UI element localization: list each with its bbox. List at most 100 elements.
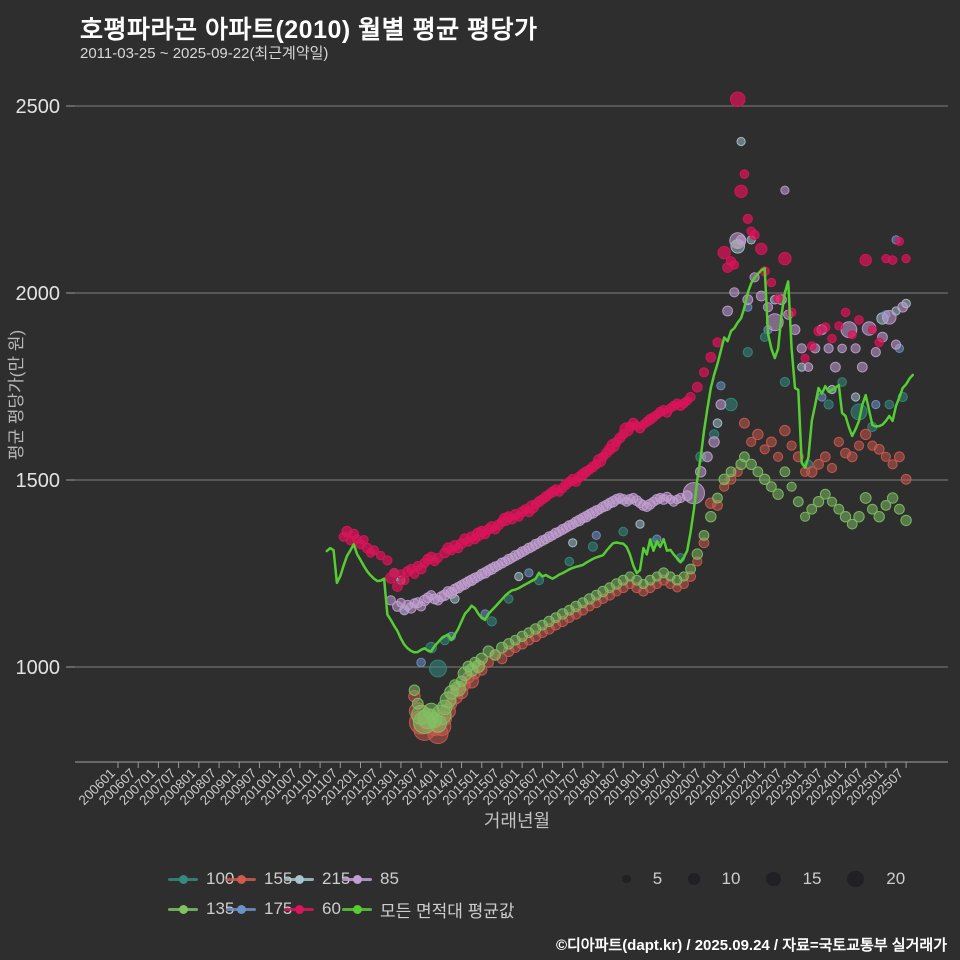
data-point-60[interactable]	[773, 293, 783, 304]
data-point-175[interactable]	[716, 381, 726, 391]
data-point-135[interactable]	[800, 511, 811, 522]
data-point-135[interactable]	[853, 511, 865, 523]
data-point-155[interactable]	[786, 440, 797, 451]
data-point-135[interactable]	[792, 496, 804, 508]
data-point-155[interactable]	[900, 473, 912, 485]
data-point-100[interactable]	[429, 659, 447, 678]
data-point-85[interactable]	[803, 362, 814, 372]
data-point-100[interactable]	[837, 377, 847, 387]
data-point-60[interactable]	[698, 367, 710, 378]
data-point-135[interactable]	[900, 514, 912, 527]
data-point-85[interactable]	[796, 343, 807, 354]
data-point-60[interactable]	[901, 254, 911, 264]
data-point-155[interactable]	[773, 451, 784, 462]
data-point-215[interactable]	[514, 571, 524, 582]
data-point-155[interactable]	[752, 428, 764, 441]
data-point-175[interactable]	[591, 530, 601, 541]
data-point-155[interactable]	[880, 451, 892, 462]
data-point-100[interactable]	[564, 556, 575, 567]
data-point-135[interactable]	[739, 451, 750, 463]
data-point-60[interactable]	[712, 337, 723, 348]
data-point-60[interactable]	[778, 251, 792, 266]
data-point-135[interactable]	[759, 473, 771, 485]
data-point-85[interactable]	[715, 399, 727, 410]
data-point-135[interactable]	[894, 503, 905, 515]
legend-item-135[interactable]: 135	[168, 899, 234, 919]
data-point-60[interactable]	[766, 277, 777, 288]
data-point-135[interactable]	[752, 466, 764, 478]
data-point-135[interactable]	[766, 481, 777, 493]
data-point-215[interactable]	[712, 418, 723, 429]
data-point-215[interactable]	[851, 392, 861, 402]
data-point-100[interactable]	[503, 594, 514, 604]
data-point-135[interactable]	[880, 500, 892, 511]
data-point-135[interactable]	[859, 492, 872, 504]
data-point-60[interactable]	[840, 307, 851, 318]
data-point-135[interactable]	[725, 466, 737, 478]
data-point-60[interactable]	[742, 213, 753, 224]
legend-item-215[interactable]: 215	[284, 869, 350, 889]
data-point-135[interactable]	[408, 684, 421, 696]
data-point-100[interactable]	[823, 399, 834, 410]
data-point-135[interactable]	[712, 492, 723, 504]
data-point-135[interactable]	[705, 511, 717, 523]
data-point-175[interactable]	[524, 568, 534, 578]
data-point-135[interactable]	[685, 563, 696, 575]
data-point-135[interactable]	[846, 518, 858, 530]
data-point-60[interactable]	[392, 581, 403, 592]
data-point-60[interactable]	[854, 315, 864, 325]
data-point-60[interactable]	[739, 169, 750, 179]
data-point-60[interactable]	[729, 91, 746, 108]
data-point-60[interactable]	[887, 255, 898, 265]
data-point-135[interactable]	[678, 571, 689, 582]
data-point-135[interactable]	[475, 652, 488, 665]
data-point-215[interactable]	[736, 136, 746, 147]
data-point-135[interactable]	[812, 496, 825, 508]
data-point-100[interactable]	[884, 399, 895, 410]
data-point-100[interactable]	[618, 526, 629, 537]
data-point-85[interactable]	[702, 451, 713, 463]
data-point-60[interactable]	[729, 260, 740, 270]
data-point-155[interactable]	[873, 443, 885, 455]
data-point-60[interactable]	[755, 242, 768, 256]
data-point-135[interactable]	[873, 511, 885, 523]
data-point-135[interactable]	[806, 503, 818, 515]
data-point-85[interactable]	[722, 305, 733, 317]
data-point-60[interactable]	[749, 229, 760, 241]
data-point-155[interactable]	[860, 428, 872, 441]
data-point-135[interactable]	[779, 466, 791, 478]
legend-item-175[interactable]: 175	[226, 899, 292, 919]
data-point-60[interactable]	[834, 321, 844, 331]
data-point-135[interactable]	[745, 458, 757, 470]
data-point-155[interactable]	[813, 458, 824, 470]
data-point-135[interactable]	[867, 503, 878, 515]
data-point-85[interactable]	[897, 301, 909, 313]
data-point-155[interactable]	[887, 459, 898, 470]
data-point-85[interactable]	[850, 343, 861, 354]
data-point-155[interactable]	[746, 436, 757, 447]
data-point-100[interactable]	[587, 541, 599, 552]
data-point-155[interactable]	[739, 417, 750, 429]
data-point-85[interactable]	[856, 361, 868, 373]
data-point-85[interactable]	[890, 339, 902, 350]
data-point-60[interactable]	[807, 341, 817, 351]
data-point-155[interactable]	[894, 451, 905, 463]
data-point-85[interactable]	[870, 347, 881, 358]
data-point-85[interactable]	[823, 343, 834, 354]
data-point-135[interactable]	[886, 492, 899, 504]
data-point-60[interactable]	[859, 253, 872, 267]
data-point-100[interactable]	[724, 397, 738, 412]
data-point-60[interactable]	[734, 184, 748, 199]
data-point-135[interactable]	[819, 488, 831, 500]
data-point-85[interactable]	[736, 234, 747, 245]
data-point-60[interactable]	[867, 325, 878, 335]
data-point-100[interactable]	[742, 347, 753, 358]
data-point-60[interactable]	[685, 391, 696, 403]
legend-item-85[interactable]: 85	[342, 869, 400, 889]
data-point-85[interactable]	[729, 287, 740, 298]
data-point-85[interactable]	[882, 310, 897, 325]
data-point-100[interactable]	[779, 376, 791, 388]
data-point-85[interactable]	[837, 343, 847, 354]
data-point-155[interactable]	[853, 440, 865, 451]
data-point-60[interactable]	[847, 330, 857, 340]
